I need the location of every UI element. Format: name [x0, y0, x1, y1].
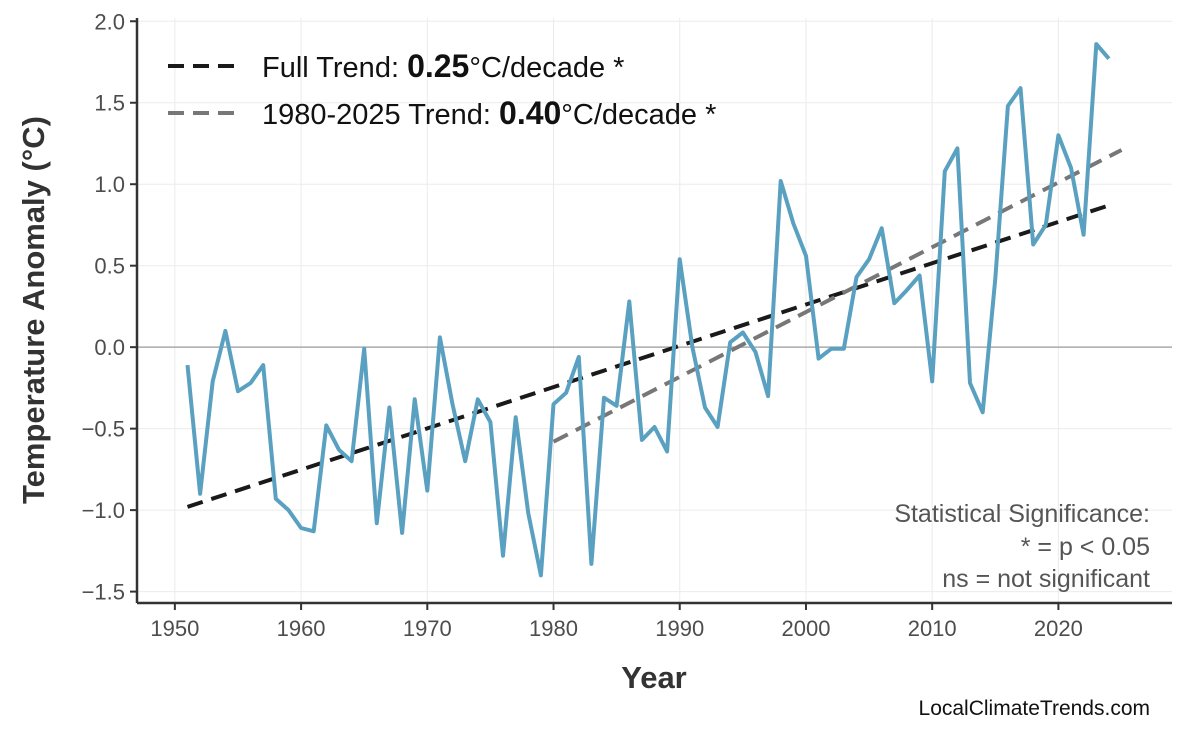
y-tick-label: −1.5: [82, 580, 125, 605]
note-line: ns = not significant: [942, 565, 1150, 593]
trend-line: [552, 148, 1123, 444]
x-axis-label: Year: [621, 660, 687, 695]
x-tick-label: 1970: [403, 616, 452, 641]
y-tick-label: 2.0: [94, 9, 125, 34]
x-tick-label: 1980: [529, 616, 578, 641]
source-credit: LocalClimateTrends.com: [919, 697, 1150, 720]
note-line: * = p < 0.05: [1021, 533, 1150, 561]
x-tick-label: 1990: [655, 616, 704, 641]
y-tick-label: 0.0: [94, 335, 125, 360]
series: [185, 42, 1111, 578]
y-ticks: −1.5 −1.0 −0.5 0.0 0.5 1.0 1.5 2.0: [82, 9, 137, 605]
significance-note: Statistical Significance: * = p < 0.05 n…: [894, 500, 1150, 593]
trend-lines: [186, 148, 1123, 509]
y-tick-label: −1.0: [82, 498, 125, 523]
y-axis-label: Temperature Anomaly (°C): [16, 116, 51, 504]
trend-line: [186, 203, 1110, 509]
anomaly-line: [185, 42, 1111, 578]
x-tick-label: 2020: [1034, 616, 1083, 641]
note-line: Statistical Significance:: [894, 500, 1150, 528]
legend-label: Full Trend: 0.25°C/decade *: [262, 48, 624, 84]
x-tick-label: 1950: [150, 616, 199, 641]
y-tick-label: 0.5: [94, 254, 125, 279]
x-ticks: 1950 1960 1970 1980 1990 2000 2010 2020: [150, 603, 1083, 641]
y-tick-label: 1.5: [94, 91, 125, 116]
y-tick-label: −0.5: [82, 417, 125, 442]
axes: [135, 18, 1172, 605]
legend: Full Trend: 0.25°C/decade * 1980-2025 Tre…: [168, 48, 716, 131]
legend-label: 1980-2025 Trend: 0.40°C/decade *: [262, 95, 716, 131]
y-tick-label: 1.0: [94, 172, 125, 197]
x-tick-label: 1960: [277, 616, 326, 641]
x-tick-label: 2000: [781, 616, 830, 641]
x-tick-label: 2010: [908, 616, 957, 641]
